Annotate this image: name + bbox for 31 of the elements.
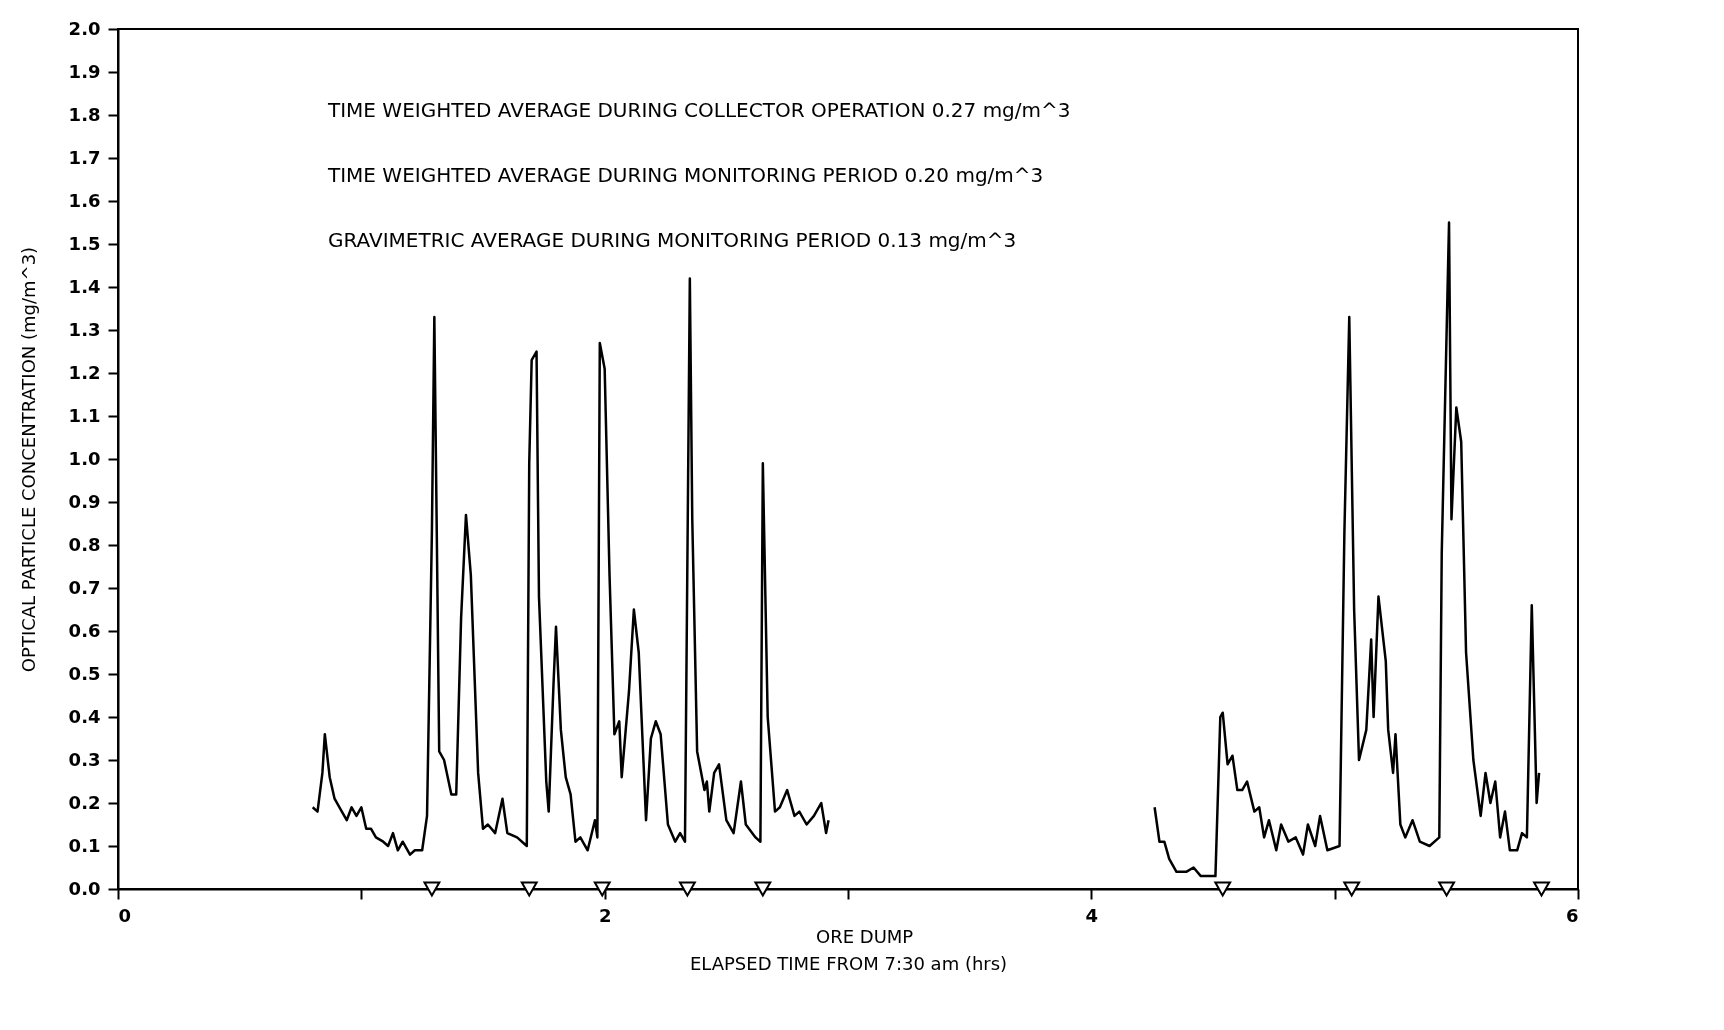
x-tick-label: 2 — [598, 904, 612, 926]
x-tick-label: 6 — [1565, 904, 1579, 926]
annotation: TIME WEIGHTED AVERAGE DURING COLLECTOR OPERATION 0.27 mg/m^3 — [327, 98, 1071, 122]
y-tick-label: 1.5 — [68, 232, 101, 254]
y-tick-label: 1.6 — [68, 189, 101, 211]
annotation: TIME WEIGHTED AVERAGE DURING MONITORING PERIOD 0.20 mg/m^3 — [327, 163, 1044, 187]
y-tick-label: 1.1 — [68, 404, 101, 426]
y-tick-label: 0.0 — [68, 877, 101, 899]
y-tick-label: 1.0 — [68, 447, 101, 469]
y-tick-label: 0.8 — [68, 533, 101, 555]
y-tick-label: 0.1 — [68, 834, 101, 856]
y-tick-label: 1.2 — [68, 361, 101, 383]
x-axis-title: ELAPSED TIME FROM 7:30 am (hrs) — [689, 952, 1008, 974]
y-tick-label: 0.7 — [68, 576, 101, 598]
y-tick-label: 0.2 — [68, 791, 101, 813]
y-tick-label: 1.9 — [68, 60, 101, 82]
annotation: GRAVIMETRIC AVERAGE DURING MONITORING PERIOD 0.13 mg/m^3 — [328, 228, 1017, 252]
y-tick-label: 0.4 — [68, 705, 101, 727]
y-axis-title: OPTICAL PARTICLE CONCENTRATION (mg/m^3) — [17, 246, 39, 673]
y-tick-label: 1.7 — [68, 146, 101, 168]
y-tick-label: 0.5 — [68, 662, 101, 684]
y-tick-label: 0.3 — [68, 748, 101, 770]
y-tick-label: 1.8 — [68, 103, 101, 125]
y-tick-label: 1.3 — [68, 318, 101, 340]
text: ORE DUMP — [816, 926, 914, 947]
y-tick-label: 0.6 — [68, 619, 101, 641]
y-tick-label: 1.4 — [68, 275, 101, 297]
x-tick-label: 4 — [1085, 904, 1099, 926]
y-tick-label: 0.9 — [68, 490, 101, 512]
x-tick-label: 0 — [118, 904, 132, 926]
y-tick-label: 2.0 — [68, 17, 101, 39]
